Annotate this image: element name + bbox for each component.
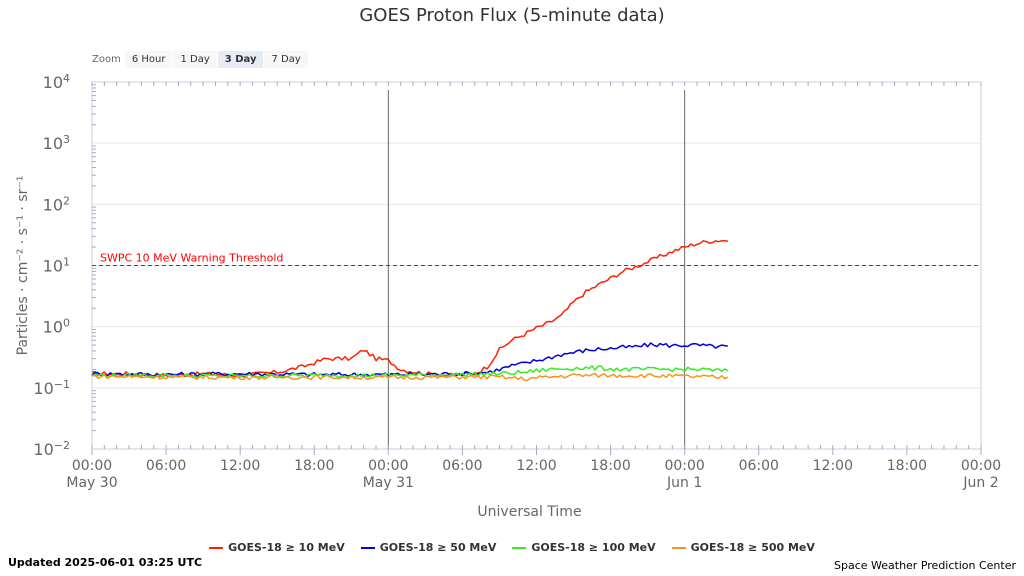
y-tick-label: 10−2 [33,439,70,459]
zoom-control: Zoom 6 Hour 1 Day 3 Day 7 Day [92,49,309,69]
legend-swatch [209,546,224,549]
zoom-label: Zoom [92,53,121,65]
y-tick-label: 101 [43,256,70,276]
x-tick-label: 00:00 [961,458,1001,474]
series-line-3 [91,372,729,382]
y-axis-title: Particles · cm⁻² · s⁻¹ · sr⁻¹ [15,176,31,356]
x-tick-label: 06:00 [739,458,779,474]
chart-title: GOES Proton Flux (5-minute data) [359,5,665,26]
y-tick-label: 100 [43,317,70,337]
x-tick-label: 00:00 [72,458,112,474]
y-tick-label: 102 [43,194,70,214]
x-tick-label: 18:00 [887,458,927,474]
legend-swatch [512,546,527,549]
series-line-1 [91,342,729,378]
legend-item-100mev[interactable]: GOES-18 ≥ 100 MeV [512,541,656,554]
x-tick-label: 18:00 [294,458,334,474]
credit-text: Space Weather Prediction Center [834,559,1016,572]
legend-swatch [360,546,375,549]
x-date-label: May 30 [66,475,117,491]
legend: GOES-18 ≥ 10 MeV GOES-18 ≥ 50 MeV GOES-1… [0,541,1024,554]
zoom-7-day-button[interactable]: 7 Day [264,50,308,68]
series-layer [91,240,729,382]
legend-swatch [671,546,686,549]
y-tick-label: 10−1 [33,378,70,398]
y-tick-label: 104 [43,72,70,92]
x-tick-label: 06:00 [146,458,186,474]
x-tick-label: 12:00 [220,458,260,474]
legend-item-10mev[interactable]: GOES-18 ≥ 10 MeV [209,541,345,554]
updated-timestamp: Updated 2025-06-01 03:25 UTC [8,556,203,569]
y-tick-label: 103 [43,133,70,153]
grid-layer [91,81,982,450]
legend-label: GOES-18 ≥ 10 MeV [228,541,345,554]
legend-label: GOES-18 ≥ 100 MeV [531,541,656,554]
x-axis-title: Universal Time [477,504,581,520]
x-tick-label: 00:00 [664,458,704,474]
zoom-3-day-button[interactable]: 3 Day [217,50,264,68]
x-tick-label: 12:00 [516,458,556,474]
x-date-label: Jun 2 [962,475,998,491]
zoom-6-hour-button[interactable]: 6 Hour [124,50,173,68]
x-tick-label: 06:00 [442,458,482,474]
x-date-label: May 31 [363,475,414,491]
legend-label: GOES-18 ≥ 50 MeV [379,541,497,554]
threshold-label: SWPC 10 MeV Warning Threshold [100,252,283,265]
x-tick-label: 18:00 [590,458,630,474]
series-line-2 [91,365,729,379]
x-tick-label: 12:00 [813,458,853,474]
x-tick-label: 00:00 [368,458,408,474]
legend-label: GOES-18 ≥ 500 MeV [690,541,815,554]
x-date-label: Jun 1 [666,475,702,491]
legend-item-500mev[interactable]: GOES-18 ≥ 500 MeV [671,541,815,554]
zoom-1-day-button[interactable]: 1 Day [173,50,217,68]
legend-item-50mev[interactable]: GOES-18 ≥ 50 MeV [360,541,497,554]
